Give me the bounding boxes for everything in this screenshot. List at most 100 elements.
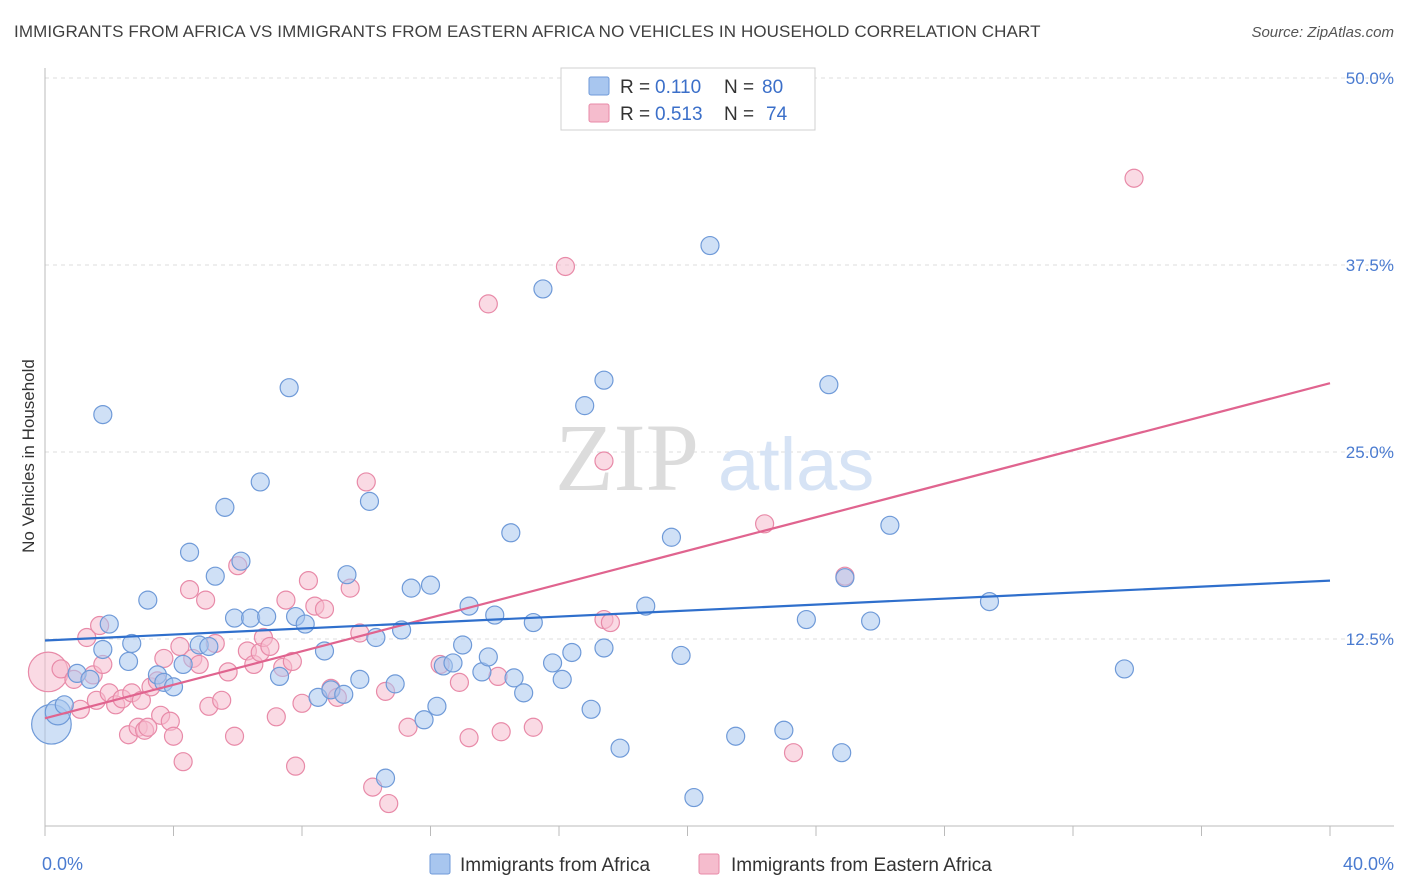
y-tick-label: 50.0% bbox=[1346, 69, 1394, 88]
africa-point bbox=[700, 235, 720, 256]
africa-point bbox=[562, 642, 582, 663]
africa-point bbox=[359, 491, 380, 511]
chart-title: IMMIGRANTS FROM AFRICA VS IMMIGRANTS FRO… bbox=[14, 22, 1041, 41]
eastern-africa-point bbox=[459, 728, 479, 748]
africa-point bbox=[205, 566, 225, 586]
africa-point bbox=[99, 614, 119, 634]
africa-point bbox=[295, 614, 315, 634]
africa-point bbox=[661, 527, 682, 547]
africa-point bbox=[1114, 659, 1135, 679]
legend-r-label: R = bbox=[620, 104, 650, 125]
x-tick-label: 0.0% bbox=[42, 854, 83, 874]
africa-point bbox=[684, 787, 704, 808]
africa-point bbox=[93, 639, 113, 660]
africa-point bbox=[514, 683, 534, 703]
africa-point bbox=[774, 720, 794, 740]
africa-point bbox=[250, 472, 270, 492]
africa-point bbox=[427, 696, 447, 716]
africa-point bbox=[636, 596, 656, 616]
x-tick-label: 40.0% bbox=[1343, 854, 1394, 874]
africa-point bbox=[269, 666, 290, 687]
eastern-africa-point bbox=[594, 451, 614, 471]
trend-lines bbox=[44, 382, 1331, 720]
legend-r-value: 0.110 bbox=[655, 77, 701, 98]
legend-r-value: 0.513 bbox=[655, 104, 703, 125]
africa-point bbox=[375, 768, 396, 788]
eastern-africa-point bbox=[555, 256, 576, 277]
eastern-africa-point bbox=[314, 599, 335, 619]
legend-n-label: N = bbox=[724, 104, 754, 125]
africa-point bbox=[523, 612, 543, 633]
africa-point bbox=[337, 565, 357, 585]
eastern-africa-point bbox=[196, 590, 216, 610]
eastern-africa-point bbox=[138, 717, 158, 737]
y-tick-label: 25.0% bbox=[1346, 443, 1394, 462]
africa-point bbox=[453, 635, 473, 655]
africa-point bbox=[671, 645, 691, 666]
africa-point bbox=[199, 636, 219, 657]
africa-point bbox=[80, 669, 100, 689]
legend: R = 0.110 N = 80 R = 0.513 N = 74 bbox=[560, 67, 816, 131]
africa-point bbox=[501, 523, 521, 543]
africa-point bbox=[224, 608, 245, 628]
eastern-africa-point bbox=[173, 752, 193, 772]
eastern-africa-point bbox=[398, 717, 418, 737]
africa-point bbox=[334, 684, 354, 704]
africa-point bbox=[504, 668, 524, 688]
eastern-africa-point bbox=[285, 756, 306, 776]
eastern-africa-point bbox=[491, 722, 511, 742]
africa-point bbox=[93, 405, 113, 425]
africa-point bbox=[610, 738, 630, 758]
eastern-africa-point bbox=[163, 726, 184, 746]
africa-point bbox=[279, 378, 299, 398]
africa-point bbox=[385, 674, 405, 694]
africa-point bbox=[414, 710, 434, 730]
eastern-africa-point bbox=[1124, 168, 1144, 188]
eastern-africa-point bbox=[276, 590, 296, 610]
watermark-zip: ZIP bbox=[555, 404, 699, 511]
africa-point bbox=[796, 609, 816, 630]
eastern-africa-point bbox=[449, 672, 470, 692]
africa-point bbox=[552, 669, 572, 689]
africa-point bbox=[581, 699, 601, 719]
trend-line-africa bbox=[44, 579, 1331, 642]
eastern-africa-point bbox=[131, 690, 151, 710]
africa-point bbox=[179, 542, 200, 562]
eastern-africa-point bbox=[523, 717, 543, 737]
eastern-africa-point bbox=[754, 514, 775, 534]
eastern-africa-point bbox=[260, 636, 280, 657]
africa-point bbox=[533, 279, 553, 299]
series-africa-points bbox=[31, 235, 1135, 808]
eastern-africa-point bbox=[154, 648, 174, 669]
trend-line-eastern-africa bbox=[44, 382, 1331, 720]
eastern-africa-point bbox=[179, 580, 200, 600]
bottom-legend-label-eastern-africa: Immigrants from Eastern Africa bbox=[731, 855, 992, 876]
africa-point bbox=[215, 497, 235, 517]
africa-point bbox=[835, 568, 855, 588]
africa-point bbox=[861, 611, 881, 631]
eastern-africa-point bbox=[356, 472, 376, 492]
eastern-africa-point bbox=[266, 707, 286, 727]
africa-point bbox=[594, 638, 614, 658]
eastern-africa-point bbox=[189, 654, 209, 675]
africa-point bbox=[478, 647, 498, 667]
axes bbox=[44, 68, 1394, 836]
eastern-africa-point bbox=[224, 726, 245, 746]
legend-n-label: N = bbox=[724, 77, 754, 98]
legend-n-value: 80 bbox=[762, 77, 783, 98]
eastern-africa-point bbox=[379, 793, 399, 814]
source-credit: Source: ZipAtlas.com bbox=[1251, 24, 1394, 41]
eastern-africa-point bbox=[478, 294, 498, 314]
tick-labels: 12.5% 25.0% 37.5% 50.0% 0.0% 40.0% bbox=[42, 69, 1394, 874]
africa-point bbox=[575, 396, 595, 416]
africa-point bbox=[485, 605, 505, 625]
legend-n-value: 74 bbox=[766, 104, 788, 125]
africa-point bbox=[542, 653, 563, 673]
africa-point bbox=[594, 370, 614, 390]
legend-swatch-blue bbox=[588, 76, 610, 96]
watermark: ZIP atlas bbox=[555, 404, 874, 511]
africa-point bbox=[138, 590, 158, 610]
africa-point bbox=[819, 375, 839, 395]
bottom-legend: Immigrants from Africa Immigrants from E… bbox=[429, 853, 992, 876]
